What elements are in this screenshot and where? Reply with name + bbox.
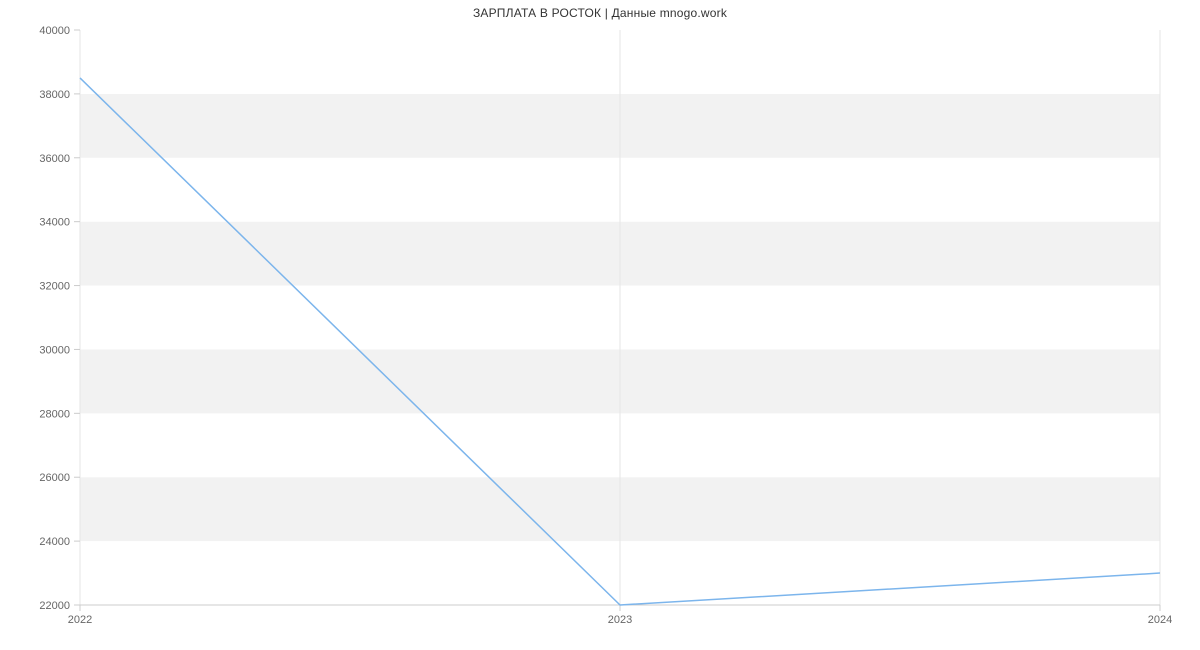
- svg-text:36000: 36000: [39, 153, 70, 165]
- chart-title: ЗАРПЛАТА В РОСТОК | Данные mnogo.work: [0, 6, 1200, 20]
- svg-text:34000: 34000: [39, 217, 70, 229]
- svg-text:2024: 2024: [1148, 614, 1172, 626]
- svg-text:40000: 40000: [39, 25, 70, 37]
- svg-text:2022: 2022: [68, 614, 92, 626]
- svg-text:28000: 28000: [39, 408, 70, 420]
- svg-text:2023: 2023: [608, 614, 632, 626]
- svg-text:26000: 26000: [39, 472, 70, 484]
- svg-text:38000: 38000: [39, 89, 70, 101]
- chart-svg: 22000 24000 26000 28000 30000 32000 34000 36000…: [0, 0, 1200, 650]
- svg-text:32000: 32000: [39, 281, 70, 293]
- svg-text:22000: 22000: [39, 600, 70, 612]
- svg-text:30000: 30000: [39, 344, 70, 356]
- svg-text:24000: 24000: [39, 536, 70, 548]
- salary-line-chart: ЗАРПЛАТА В РОСТОК | Данные mnogo.work 22…: [0, 0, 1200, 650]
